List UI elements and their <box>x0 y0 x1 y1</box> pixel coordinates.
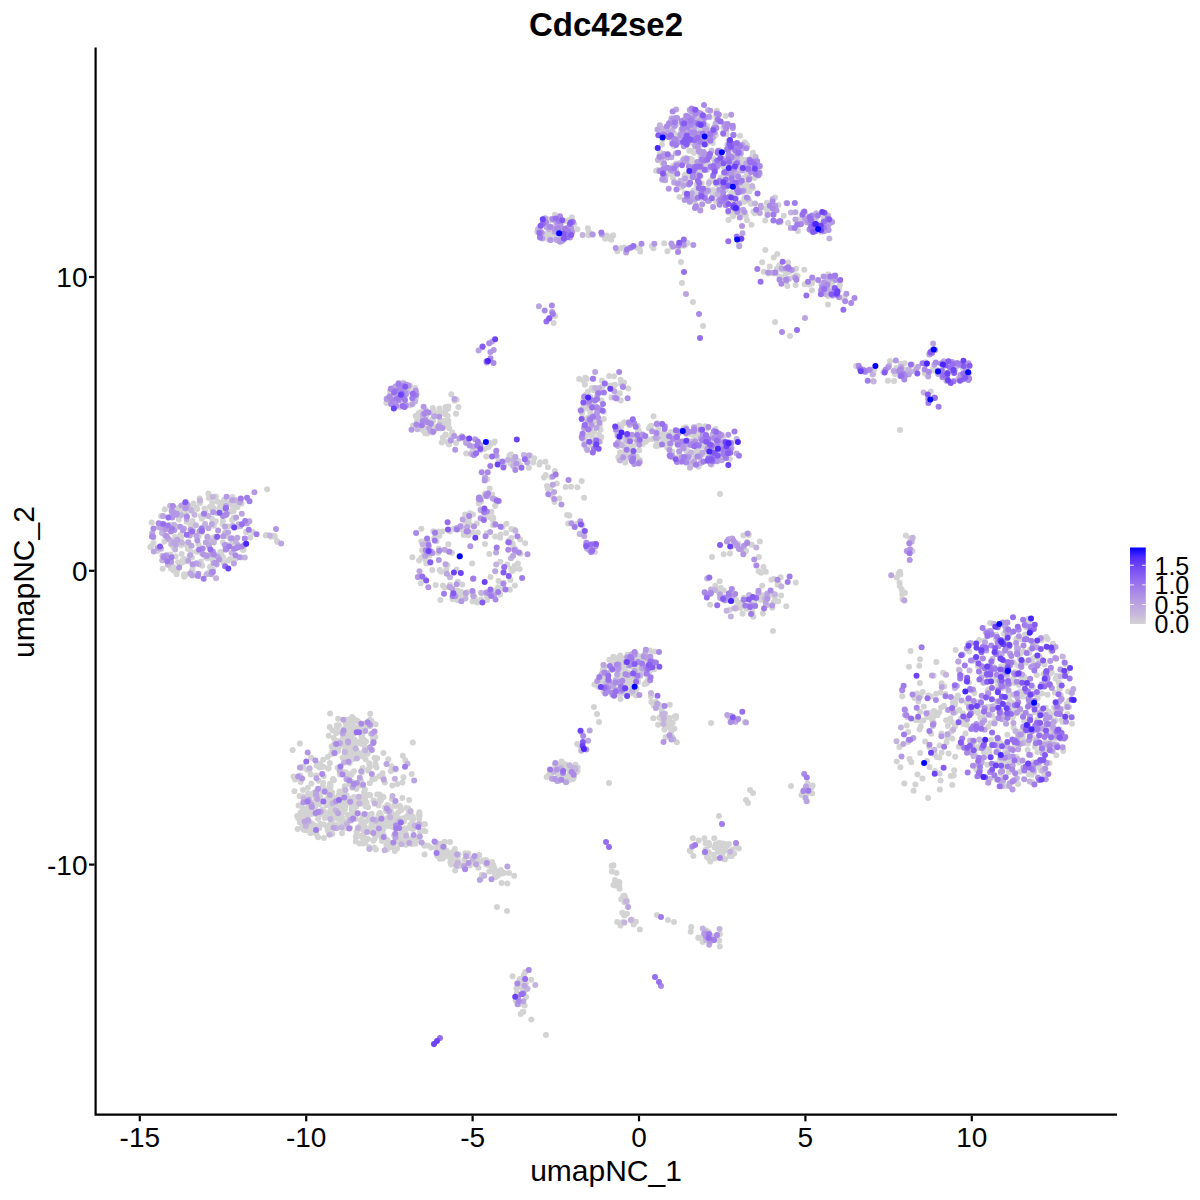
svg-text:-10: -10 <box>47 850 87 881</box>
svg-text:0: 0 <box>72 556 88 587</box>
svg-text:10: 10 <box>56 262 87 293</box>
svg-text:0.0: 0.0 <box>1155 610 1190 638</box>
svg-text:-15: -15 <box>120 1122 160 1153</box>
svg-text:10: 10 <box>956 1122 987 1153</box>
svg-text:umapNC_2: umapNC_2 <box>7 506 40 658</box>
svg-text:Cdc42se2: Cdc42se2 <box>529 6 683 43</box>
svg-text:-5: -5 <box>460 1122 485 1153</box>
svg-text:0: 0 <box>631 1122 647 1153</box>
svg-text:umapNC_1: umapNC_1 <box>530 1154 682 1187</box>
svg-text:5: 5 <box>798 1122 814 1153</box>
svg-text:-10: -10 <box>286 1122 326 1153</box>
